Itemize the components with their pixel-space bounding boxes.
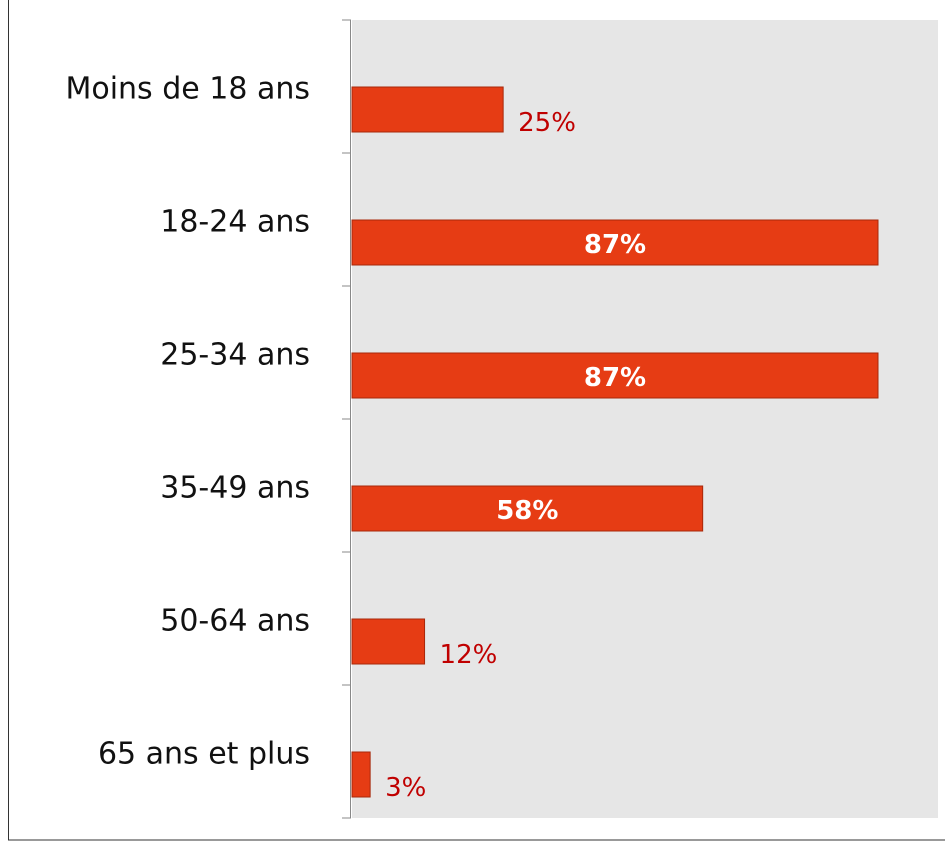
bar (351, 485, 704, 532)
value-label: 12% (440, 640, 498, 670)
bar (351, 751, 371, 798)
value-label: 58% (496, 496, 558, 526)
category-label: 25-34 ans (160, 338, 310, 373)
value-label: 25% (518, 108, 576, 138)
value-label: 3% (385, 773, 426, 803)
plot-area (352, 20, 938, 818)
category-label: 35-49 ans (160, 471, 310, 506)
category-label: 50-64 ans (160, 604, 310, 639)
bar (351, 86, 504, 133)
value-label: 87% (584, 363, 646, 393)
bar (351, 352, 879, 399)
category-label: Moins de 18 ans (65, 72, 310, 107)
category-label: 18-24 ans (160, 205, 310, 240)
bar (351, 219, 879, 266)
value-label: 87% (584, 230, 646, 260)
bar (351, 618, 426, 665)
category-label: 65 ans et plus (98, 737, 310, 772)
